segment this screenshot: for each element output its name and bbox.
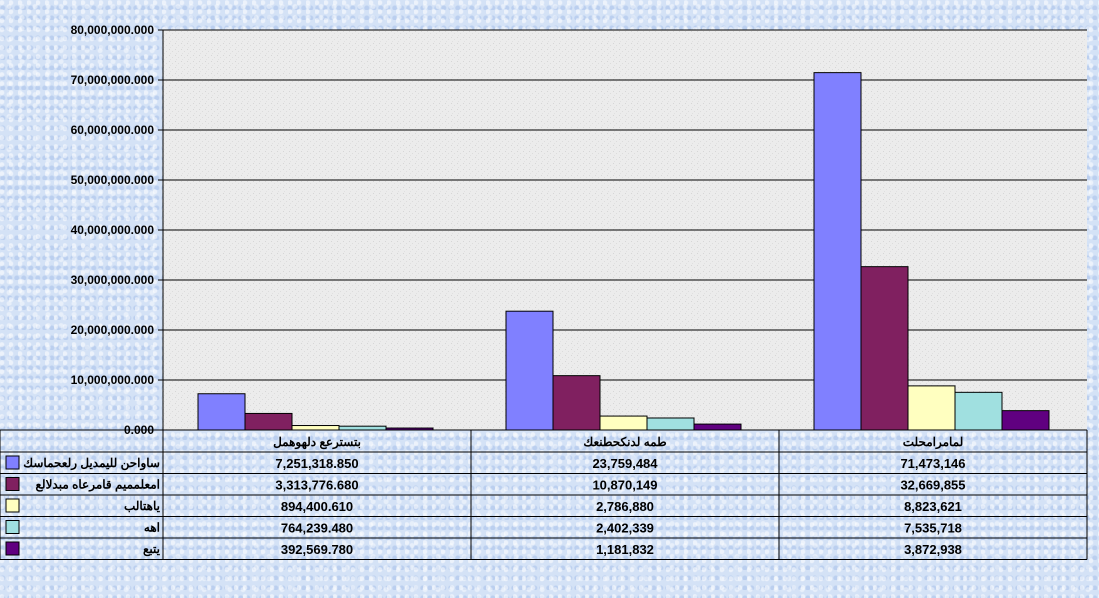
data-table-cell: 894,400.610 bbox=[281, 499, 353, 514]
bar bbox=[197, 393, 246, 431]
bar bbox=[813, 72, 862, 431]
data-table-cell: 23,759,484 bbox=[592, 456, 658, 471]
y-tick-label: 50,000,000.000 bbox=[71, 173, 155, 187]
legend-swatch bbox=[5, 498, 20, 513]
legend-label: اهه bbox=[144, 521, 160, 535]
bar bbox=[860, 266, 909, 431]
y-tick-label: 30,000,000.000 bbox=[71, 273, 155, 287]
y-tick-label: 40,000,000.000 bbox=[71, 223, 155, 237]
legend-swatch bbox=[5, 477, 20, 491]
data-table-cell: 7,251,318.850 bbox=[275, 456, 358, 471]
bar bbox=[552, 375, 601, 431]
bar bbox=[646, 417, 695, 431]
data-table-cell: 10,870,149 bbox=[592, 478, 657, 493]
bar bbox=[599, 415, 648, 431]
legend-label: يتبع bbox=[143, 542, 161, 557]
data-table-cell: 7,535,718 bbox=[904, 521, 962, 536]
bar bbox=[505, 310, 554, 431]
y-tick-label: 60,000,000.000 bbox=[71, 123, 155, 137]
data-table-cell: 392,569.780 bbox=[281, 542, 353, 557]
legend-label: امعلمميم قامرعاه مبدلالع bbox=[36, 478, 160, 493]
legend-swatch bbox=[5, 541, 20, 556]
legend-label: ساواحن لليمديل رلعحماسك bbox=[23, 456, 160, 471]
y-axis: 0.00010,000,000.00020,000,000.00030,000,… bbox=[71, 23, 164, 437]
category-label: طمه لدنكحطنعك bbox=[583, 435, 666, 449]
y-tick-label: 80,000,000.000 bbox=[71, 23, 155, 37]
data-table: بتسترعع دلهوهمل طمه لدنكحطنعك لمامرامحلت سا… bbox=[0, 429, 1088, 560]
data-table-cell: 3,313,776.680 bbox=[275, 478, 358, 493]
legend-swatch bbox=[5, 520, 20, 534]
bar bbox=[693, 423, 742, 431]
data-table-cell: 32,669,855 bbox=[900, 478, 965, 493]
bar bbox=[954, 391, 1003, 431]
y-tick-label: 20,000,000.000 bbox=[71, 323, 155, 337]
y-tick-label: 10,000,000.000 bbox=[71, 373, 155, 387]
legend-label: ياهتالب bbox=[124, 499, 161, 513]
data-table-cell: 2,402,339 bbox=[596, 521, 654, 536]
bar bbox=[907, 385, 956, 431]
category-label: بتسترعع دلهوهمل bbox=[273, 435, 361, 450]
bars bbox=[197, 72, 1050, 431]
y-tick-label: 70,000,000.000 bbox=[71, 73, 155, 87]
data-table-cell: 3,872,938 bbox=[904, 542, 962, 557]
bar bbox=[1001, 410, 1050, 431]
data-table-cell: 71,473,146 bbox=[900, 456, 965, 471]
data-table-cell: 1,181,832 bbox=[596, 542, 654, 557]
bar bbox=[291, 425, 340, 431]
bar bbox=[244, 412, 293, 431]
data-table-cell: 8,823,621 bbox=[904, 499, 962, 514]
category-label: لمامرامحلت bbox=[903, 435, 964, 450]
legend-swatch bbox=[5, 455, 20, 470]
data-table-cell: 2,786,880 bbox=[596, 499, 654, 514]
bar bbox=[338, 425, 387, 431]
data-table-cell: 764,239.480 bbox=[281, 521, 353, 536]
